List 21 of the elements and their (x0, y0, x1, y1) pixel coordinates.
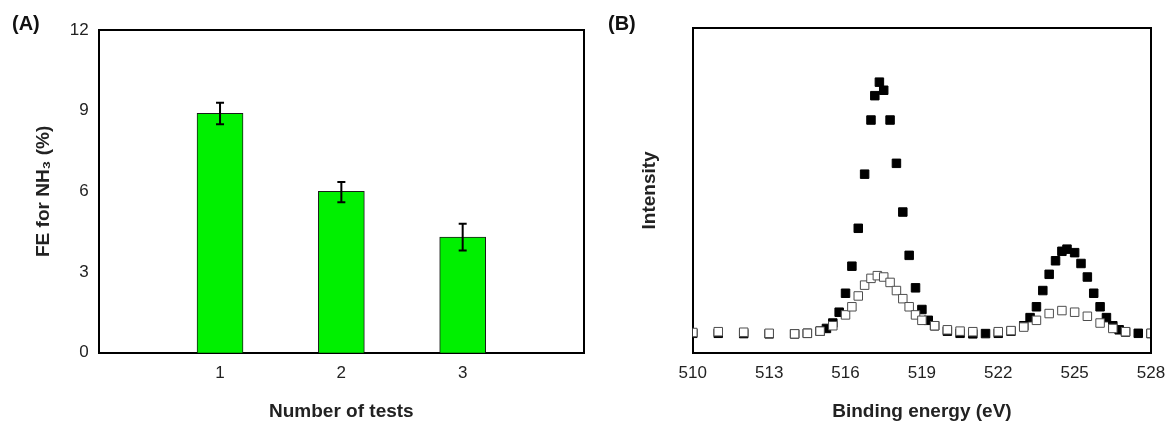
chart-title: (A) (12, 11, 40, 34)
y-tick-label: 0 (79, 342, 89, 362)
x-tick-label: 525 (1060, 362, 1089, 382)
x-tick-label: 513 (754, 362, 784, 382)
y-tick-label: 6 (79, 181, 89, 201)
y-tick-label: 3 (79, 261, 89, 281)
chart-title: (B) (608, 11, 636, 34)
y-axis-title: FE for NH₃ (%) (31, 125, 53, 258)
y-tick-label: 9 (79, 100, 89, 120)
x-tick-label: 510 (678, 362, 707, 382)
x-tick-label: 2 (336, 362, 347, 382)
y-tick-label: 12 (69, 19, 89, 39)
x-axis-title: Number of tests (269, 399, 414, 421)
x-tick-label: 516 (831, 362, 860, 382)
x-tick-label: 528 (1136, 362, 1166, 382)
x-axis-title: Binding energy (eV) (832, 399, 1012, 421)
x-tick-label: 522 (984, 362, 1013, 382)
y-axis-title: Intensity (637, 150, 659, 230)
x-tick-label: 519 (907, 362, 937, 382)
x-tick-label: 3 (457, 362, 468, 382)
x-tick-label: 1 (215, 362, 225, 382)
